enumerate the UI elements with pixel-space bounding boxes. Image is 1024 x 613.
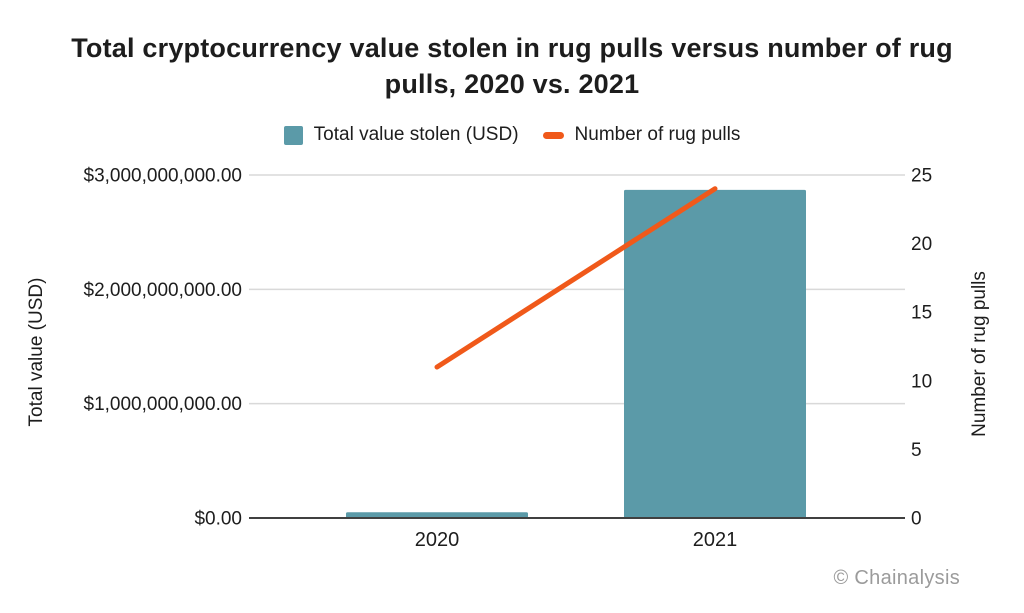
right-axis-tick-label: 0	[911, 509, 922, 530]
credit-watermark: © Chainalysis	[833, 567, 960, 589]
legend: Total value stolen (USD) Number of rug p…	[0, 122, 1024, 148]
right-axis-tick-label: 5	[911, 440, 922, 461]
left-axis-tick-label: $0.00	[194, 509, 242, 530]
bar-2020	[346, 512, 528, 518]
chart-title-line-2: pulls, 2020 vs. 2021	[384, 69, 640, 99]
left-axis-tick-label: $2,000,000,000.00	[84, 280, 243, 301]
right-axis-title: Number of rug pulls	[969, 271, 990, 437]
bar-2021	[624, 189, 806, 518]
bar-series-swatch-icon	[283, 125, 303, 145]
line-series-label: Number of rug pulls	[574, 124, 741, 145]
rug-pulls-line	[434, 186, 718, 370]
line-series-swatch-icon	[542, 131, 564, 139]
left-axis-tick-label: $3,000,000,000.00	[84, 166, 243, 187]
chart-title: Total cryptocurrency value stolen in rug…	[0, 30, 1024, 102]
legend-item-total-value: Total value stolen (USD)	[283, 124, 519, 146]
x-axis-label-2021: 2021	[693, 529, 738, 551]
right-axis-tick-label: 20	[911, 234, 932, 255]
left-axis-title: Total value (USD)	[26, 278, 47, 427]
left-axis-tick-label: $1,000,000,000.00	[84, 394, 243, 415]
x-axis-label-2020: 2020	[415, 529, 460, 551]
plot-svg: $0.00 $1,000,000,000.00 $2,000,000,000.00 $…	[26, 166, 990, 552]
right-axis-tick-label: 10	[911, 371, 932, 392]
right-axis-tick-label: 25	[911, 166, 932, 187]
right-axis-tick-label: 15	[911, 303, 932, 324]
legend-item-rug-pulls: Number of rug pulls	[542, 124, 741, 146]
chart-title-line-1: Total cryptocurrency value stolen in rug…	[71, 33, 953, 63]
bar-series-label: Total value stolen (USD)	[313, 124, 519, 145]
